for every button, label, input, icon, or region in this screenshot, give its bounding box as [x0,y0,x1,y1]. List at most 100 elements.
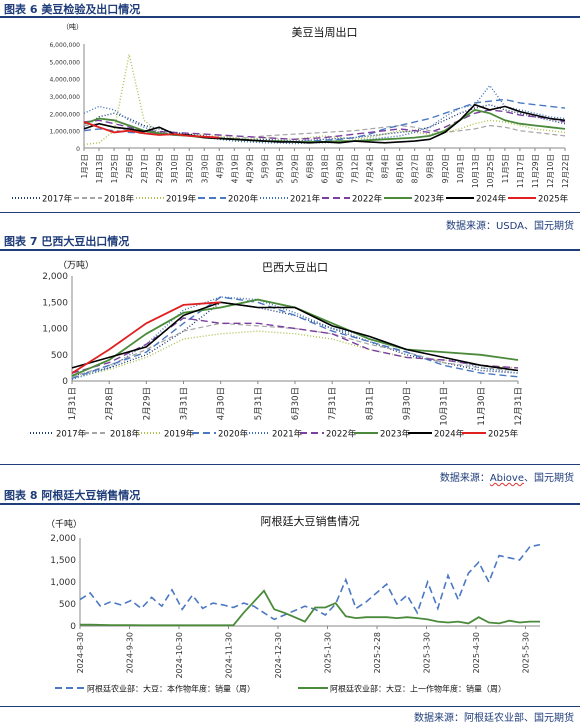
x-tick-label: 2月17日 [140,154,149,183]
legend-label: 2021年 [290,194,321,205]
y-unit-label: （吨） [62,22,83,31]
x-tick-label: 10月13日 [471,154,480,188]
x-tick-label: 9月30日 [403,387,413,420]
argentina-soybean-sales-chart: 阿根廷大豆销售情况 （千吨） 0 500 1,000 1,500 2,000 2024-8-3… [46,514,541,694]
x-tick-label: 6月8日 [305,154,314,179]
x-tick-label: 6月18日 [321,154,330,183]
us-soybean-export-chart: 美豆当周出口 （吨） 0 1,000,000 2,000,000 3,000,000 4,0… [12,22,570,205]
x-tick-label: 1月31日 [68,387,78,420]
x-tick-label: 12月22日 [561,154,570,188]
figure-7-title: 图表 7 巴西大豆出口情况 [4,235,130,248]
legend-label: 2017年 [56,429,87,440]
x-tick-label: 8月16日 [396,154,405,183]
x-tick-label: 1月2日 [80,154,89,179]
x-tick-label: 2025-1-30 [324,632,333,673]
legend-label: 2017年 [42,194,73,205]
x-tick-label: 12月10日 [546,154,555,188]
x-tick-label: 2月29日 [155,154,164,183]
x-tick-label: 4月29日 [245,154,254,183]
x-tick-label: 2025-3-30 [423,632,432,673]
x-tick-label: 2024-9-30 [126,632,135,673]
y-tick-label: 0 [62,377,68,387]
figure-8-bottom-rule [0,706,580,707]
x-tick-label: 9月8日 [426,154,435,179]
figure-7-top-rule [0,249,580,251]
x-tick-label: 8月31日 [365,387,375,420]
y-unit-label: （千吨） [46,518,82,530]
brazil-soybean-export-chart: 巴西大豆出口 （万吨） 0 500 1,000 1,500 2,000 1月31日 2月28日 2… [30,259,524,440]
x-tick-label: 5月31日 [254,387,264,420]
series-line-2 [80,589,540,627]
legend-label: 2023年 [380,429,411,440]
x-tick-label: 3月20日 [185,154,194,183]
legend-label: 2025年 [538,194,569,205]
x-tick-label: 2025-5-30 [522,632,531,673]
x-tick-label: 3月30日 [200,154,209,183]
x-tick-label: 7月24日 [366,154,375,183]
y-tick-label: 1,000,000 [49,129,80,136]
x-tick-label: 6月30日 [291,387,301,420]
series-line-3 [83,54,566,146]
x-tick-label: 2025-4-30 [472,632,481,673]
figure-6-source: 数据来源：USDA、国元期货 [445,221,574,232]
y-tick-label: 4,000,000 [49,77,80,84]
x-tick-label: 2024-11-30 [225,632,234,679]
legend-label: 2019年 [166,194,197,205]
figure-8-title: 图表 8 阿根廷大豆销售情况 [4,489,141,502]
x-tick-label: 11月17日 [516,154,525,188]
x-tick-label: 5月19日 [275,154,284,183]
legend-label: 阿根廷农业部：大豆：上一作物年度：销量（周） [330,684,506,694]
x-tick-label: 1月25日 [110,154,119,183]
legend-label: 2018年 [110,429,141,440]
figure-7-source-suffix: 、国元期货 [524,473,574,484]
series-line-6 [71,317,519,374]
y-tick-label: 1,500 [50,556,76,566]
x-tick-label: 3月31日 [180,387,190,420]
x-tick-label: 4月9日 [215,154,224,179]
x-tick-label: 4月30日 [217,387,227,420]
legend-label: 2025年 [488,429,519,440]
x-tick-label: 2月28日 [105,387,115,420]
y-tick-label: 1,000 [50,578,76,588]
figure-6-title: 图表 6 美豆检验及出口情况 [4,3,141,16]
chart-title: 巴西大豆出口 [262,260,328,274]
x-tick-label: 3月10日 [170,154,179,183]
y-tick-label: 2,000 [50,534,76,544]
x-tick-label: 5月9日 [260,154,269,179]
legend-label: 2020年 [218,429,249,440]
x-tick-label: 1月13日 [95,154,104,183]
series-line-7 [71,298,519,377]
x-tick-label: 12月31日 [514,387,524,426]
series-line-8 [71,301,519,372]
x-tick-label: 10月31日 [440,387,450,426]
legend-label: 2018年 [104,194,135,205]
figure-7-source-prefix: 数据来源： [439,473,490,484]
legend-label: 2020年 [228,194,259,205]
x-tick-label: 11月5日 [501,154,510,183]
x-tick-label: 10月25日 [486,154,495,188]
x-tick-label: 2月6日 [125,154,134,179]
x-tick-label: 8月4日 [381,154,390,179]
x-tick-label: 2024-10-30 [175,632,184,679]
y-tick-label: 1,500 [42,298,68,308]
legend-label: 阿根廷农业部：大豆：本作物年度：销量（周） [87,684,255,694]
y-tick-label: 500 [51,351,68,361]
x-tick-label: 11月30日 [477,387,487,426]
y-tick-label: 0 [70,622,76,632]
series-line-1 [83,103,566,142]
y-tick-label: 1,000 [42,325,68,335]
x-tick-label: 10月1日 [456,154,465,183]
x-tick-label: 8月27日 [411,154,420,183]
series-line-4 [71,296,519,380]
figure-7-source: 数据来源：Abiove、国元期货 [440,469,574,484]
legend-label: 2021年 [272,429,303,440]
series-line-8 [83,103,566,144]
y-tick-label: 5,000,000 [49,59,80,66]
x-tick-label: 2024-12-30 [274,632,283,679]
legend-label: 2024年 [434,429,465,440]
figure-8-top-rule [0,503,580,505]
series-line-1 [79,543,541,621]
series-line-9 [71,301,221,374]
legend-label: 2024年 [476,194,507,205]
y-tick-label: 2,000,000 [49,111,80,118]
